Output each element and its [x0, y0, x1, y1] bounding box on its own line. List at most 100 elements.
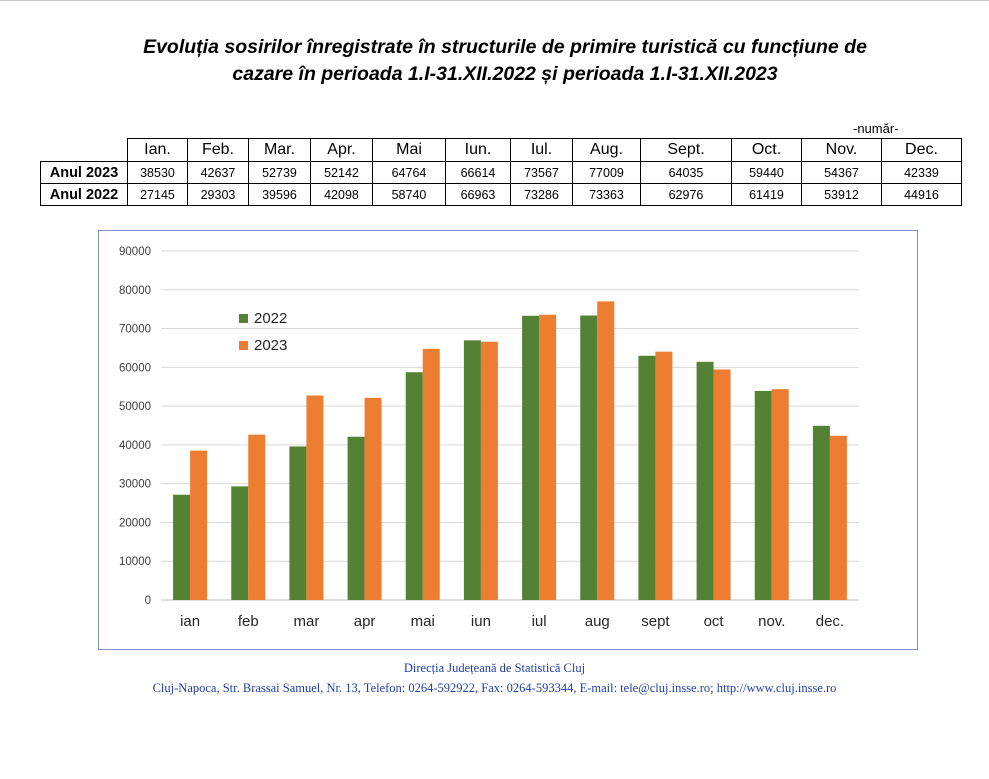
table-cell: 58740 — [372, 183, 446, 206]
y-tick-label: 60000 — [119, 362, 151, 374]
footer-institution: Direcția Județeană de Statistică Cluj — [403, 661, 586, 675]
y-tick-label: 0 — [145, 595, 151, 607]
x-tick-label: mar — [293, 613, 319, 630]
x-tick-label: apr — [354, 613, 376, 630]
month-header: Iun. — [445, 138, 511, 162]
y-tick-label: 40000 — [119, 440, 151, 452]
table-cell: 53912 — [801, 183, 882, 206]
bar-2023-iun — [480, 341, 498, 600]
bar-2022-iun — [463, 340, 481, 600]
bar-2022-iul — [522, 315, 540, 600]
month-header: Nov. — [801, 138, 882, 162]
month-header: Sept. — [640, 138, 732, 162]
bar-2022-ian — [173, 494, 191, 600]
table-cell: 62976 — [640, 183, 732, 206]
y-tick-label: 80000 — [119, 285, 151, 297]
table-cell: 73567 — [510, 161, 573, 184]
month-header: Mar. — [248, 138, 311, 162]
x-tick-label: mai — [411, 613, 435, 630]
y-tick-label: 50000 — [119, 401, 151, 413]
month-header: Iul. — [510, 138, 573, 162]
x-tick-label: dec. — [816, 613, 844, 630]
table-cell: 44916 — [881, 183, 962, 206]
bar-2023-oct — [713, 369, 731, 600]
x-tick-label: iun — [471, 613, 491, 630]
table-cell: 61419 — [731, 183, 802, 206]
x-tick-label: ian — [180, 613, 200, 630]
bar-2022-nov — [754, 390, 772, 600]
table-cell: 52142 — [310, 161, 373, 184]
bar-2023-feb — [248, 434, 266, 600]
table-cell: 42637 — [187, 161, 249, 184]
month-header: Mai — [372, 138, 446, 162]
bar-2023-mar — [306, 395, 324, 600]
table-cell: 38530 — [127, 161, 188, 184]
x-tick-label: nov. — [758, 613, 785, 630]
table-cell: 59440 — [731, 161, 802, 184]
row-label: Anul 2022 — [40, 183, 128, 206]
table-cell: 77009 — [572, 161, 641, 184]
table-header-row: Ian. Feb. Mar. Apr. Mai Iun. Iul. Aug. S… — [40, 138, 962, 162]
month-header: Feb. — [187, 138, 249, 162]
data-table: Ian. Feb. Mar. Apr. Mai Iun. Iul. Aug. S… — [40, 138, 962, 206]
table-cell: 52739 — [248, 161, 311, 184]
footer-contact: Cluj-Napoca, Str. Brassai Samuel, Nr. 13… — [152, 681, 837, 695]
y-tick-label: 30000 — [119, 479, 151, 491]
bar-2022-apr — [347, 436, 365, 600]
month-header: Aug. — [572, 138, 641, 162]
bar-2022-oct — [696, 361, 714, 600]
bar-2023-iul — [539, 314, 557, 600]
bar-2022-aug — [580, 315, 598, 600]
table-cell: 27145 — [127, 183, 188, 206]
table-cell: 64764 — [372, 161, 446, 184]
table-cell: 42098 — [310, 183, 373, 206]
x-tick-label: iul — [532, 613, 547, 630]
row-label: Anul 2023 — [40, 161, 128, 184]
legend-label-2023: 2023 — [254, 337, 287, 354]
legend-label-2022: 2022 — [254, 310, 287, 327]
page-title: Evoluția sosirilor înregistrate în struc… — [60, 34, 950, 88]
table-cell: 42339 — [881, 161, 962, 184]
month-header: Oct. — [731, 138, 802, 162]
top-border-line — [0, 0, 989, 5]
table-cell: 73363 — [572, 183, 641, 206]
title-line-1: Evoluția sosirilor înregistrate în struc… — [143, 36, 867, 58]
y-tick-label: 20000 — [119, 517, 151, 529]
y-tick-label: 10000 — [119, 556, 151, 568]
table-corner-cell — [40, 138, 128, 162]
bar-2023-ian — [190, 450, 208, 600]
unit-label: -număr- — [853, 121, 899, 136]
x-tick-label: sept — [641, 613, 670, 630]
bar-2023-apr — [364, 397, 382, 600]
legend-swatch-2022 — [239, 314, 248, 323]
bar-2022-mai — [405, 372, 423, 600]
bar-2023-aug — [597, 301, 615, 600]
title-line-2: cazare în perioada 1.I-31.XII.2022 și pe… — [232, 63, 778, 85]
table-cell: 39596 — [248, 183, 311, 206]
bar-2022-sept — [638, 355, 656, 600]
bar-2022-mar — [289, 446, 307, 600]
table-cell: 73286 — [510, 183, 573, 206]
bar-2022-dec — [812, 425, 830, 600]
y-tick-label: 90000 — [119, 246, 151, 258]
bar-2023-dec — [829, 435, 847, 600]
month-header: Dec. — [881, 138, 962, 162]
bar-2023-mai — [422, 348, 440, 600]
x-tick-label: feb — [238, 613, 259, 630]
table-cell: 66963 — [445, 183, 511, 206]
table-row-2022: Anul 2022 27145 29303 39596 42098 58740 … — [40, 183, 962, 206]
bar-2023-nov — [771, 389, 789, 600]
table-row-2023: Anul 2023 38530 42637 52739 52142 64764 … — [40, 161, 962, 184]
y-tick-label: 70000 — [119, 324, 151, 336]
table-cell: 54367 — [801, 161, 882, 184]
x-tick-label: oct — [704, 613, 725, 630]
bar-chart: 0 10000 20000 30000 40000 50000 60000 70000 8000… — [119, 246, 859, 630]
chart-frame: 0 10000 20000 30000 40000 50000 60000 70000 8000… — [98, 230, 918, 650]
month-header: Apr. — [310, 138, 373, 162]
bar-2023-sept — [655, 351, 673, 600]
table-cell: 66614 — [445, 161, 511, 184]
table-cell: 29303 — [187, 183, 249, 206]
x-tick-label: aug — [585, 613, 610, 630]
month-header: Ian. — [127, 138, 188, 162]
table-cell: 64035 — [640, 161, 732, 184]
